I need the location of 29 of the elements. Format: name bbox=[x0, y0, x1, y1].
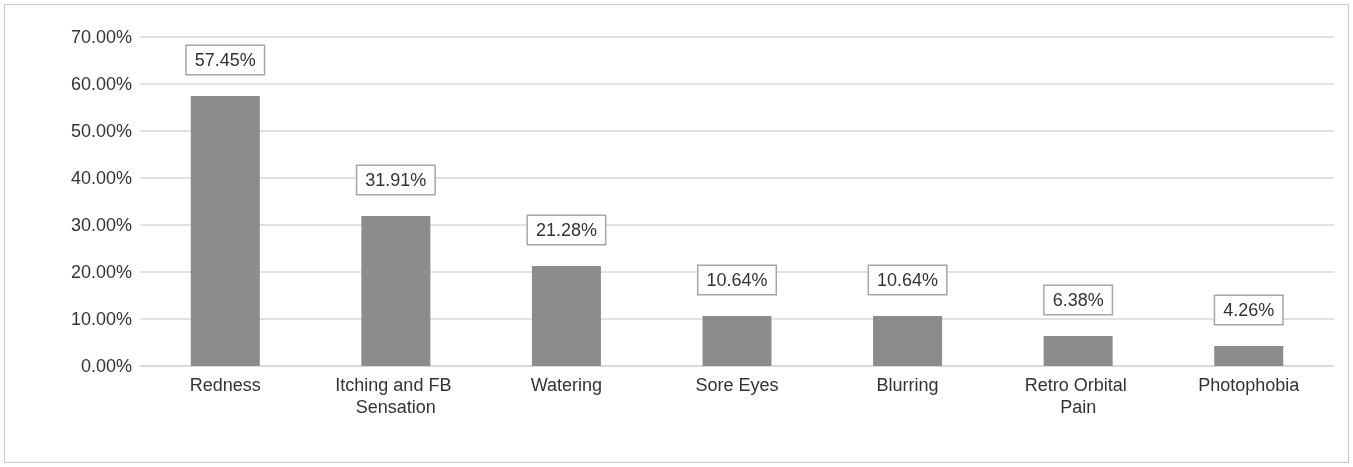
data-label: 10.64% bbox=[706, 269, 768, 290]
y-tick-label: 40.00% bbox=[70, 168, 132, 188]
bar bbox=[531, 265, 601, 366]
y-tick-label: 20.00% bbox=[70, 262, 132, 282]
data-label: 4.26% bbox=[1223, 299, 1275, 320]
x-tick-label: Photophobia bbox=[1198, 375, 1301, 395]
bar bbox=[190, 95, 260, 366]
x-tick-label: Watering bbox=[530, 375, 603, 395]
data-label: 21.28% bbox=[535, 219, 597, 240]
bar bbox=[1214, 345, 1284, 366]
y-tick-label: 70.00% bbox=[70, 27, 132, 47]
data-label: 57.45% bbox=[194, 49, 256, 70]
bar bbox=[702, 315, 772, 366]
x-tick-label: Itching and FB Sensation bbox=[335, 375, 457, 417]
y-tick-label: 60.00% bbox=[70, 74, 132, 94]
x-tick-label: Sore Eyes bbox=[695, 375, 779, 395]
bar bbox=[361, 216, 431, 366]
bar bbox=[873, 315, 943, 366]
x-tick-label: Retro Orbital Pain bbox=[1024, 375, 1132, 417]
y-tick-label: 50.00% bbox=[70, 121, 132, 141]
bar bbox=[1043, 336, 1113, 366]
x-tick-label: Blurring bbox=[876, 375, 939, 395]
data-label: 6.38% bbox=[1052, 290, 1104, 311]
x-tick-label: Redness bbox=[189, 375, 261, 395]
y-tick-label: 30.00% bbox=[70, 215, 132, 235]
data-label: 10.64% bbox=[877, 269, 939, 290]
data-label: 31.91% bbox=[365, 170, 427, 191]
y-tick-label: 10.00% bbox=[70, 309, 132, 329]
y-tick-label: 0.00% bbox=[80, 356, 132, 376]
